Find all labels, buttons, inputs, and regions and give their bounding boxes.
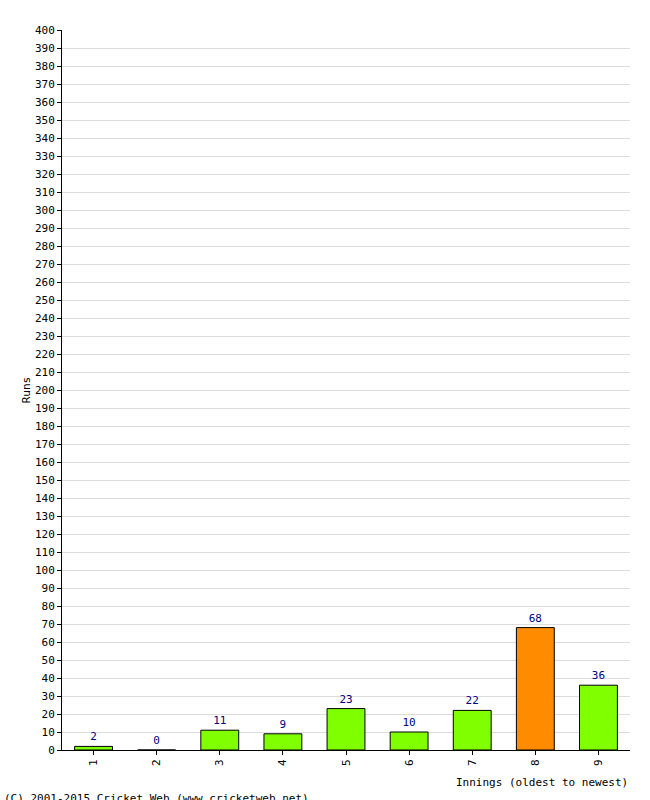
svg-text:370: 370 [35, 78, 55, 91]
svg-text:170: 170 [35, 438, 55, 451]
svg-text:280: 280 [35, 240, 55, 253]
svg-text:5: 5 [340, 759, 353, 766]
svg-text:270: 270 [35, 258, 55, 271]
svg-text:(C) 2001-2015 Cricket Web (www: (C) 2001-2015 Cricket Web (www.cricketwe… [4, 792, 309, 800]
svg-text:9: 9 [592, 759, 605, 766]
svg-text:8: 8 [529, 759, 542, 766]
svg-text:110: 110 [35, 546, 55, 559]
svg-text:130: 130 [35, 510, 55, 523]
svg-text:380: 380 [35, 60, 55, 73]
svg-text:Runs: Runs [20, 377, 33, 404]
svg-text:240: 240 [35, 312, 55, 325]
svg-text:90: 90 [42, 582, 55, 595]
svg-text:3: 3 [213, 759, 226, 766]
svg-text:400: 400 [35, 24, 55, 37]
svg-text:10: 10 [402, 716, 415, 729]
svg-text:300: 300 [35, 204, 55, 217]
svg-text:320: 320 [35, 168, 55, 181]
svg-text:160: 160 [35, 456, 55, 469]
svg-text:20: 20 [42, 708, 55, 721]
svg-text:7: 7 [466, 759, 479, 766]
svg-text:120: 120 [35, 528, 55, 541]
svg-text:190: 190 [35, 402, 55, 415]
svg-text:150: 150 [35, 474, 55, 487]
svg-text:310: 310 [35, 186, 55, 199]
svg-text:30: 30 [42, 690, 55, 703]
svg-text:0: 0 [153, 734, 160, 747]
svg-text:250: 250 [35, 294, 55, 307]
svg-text:140: 140 [35, 492, 55, 505]
svg-text:Innings (oldest to newest): Innings (oldest to newest) [456, 776, 628, 789]
svg-text:2: 2 [90, 730, 97, 743]
svg-text:360: 360 [35, 96, 55, 109]
svg-text:0: 0 [48, 744, 55, 757]
svg-text:70: 70 [42, 618, 55, 631]
svg-text:2: 2 [150, 759, 163, 766]
svg-text:22: 22 [466, 694, 479, 707]
svg-text:210: 210 [35, 366, 55, 379]
svg-text:180: 180 [35, 420, 55, 433]
svg-text:6: 6 [403, 759, 416, 766]
svg-text:68: 68 [529, 612, 542, 625]
svg-text:260: 260 [35, 276, 55, 289]
svg-text:4: 4 [276, 759, 289, 766]
svg-text:340: 340 [35, 132, 55, 145]
svg-text:220: 220 [35, 348, 55, 361]
svg-text:290: 290 [35, 222, 55, 235]
svg-text:200: 200 [35, 384, 55, 397]
svg-text:60: 60 [42, 636, 55, 649]
svg-text:50: 50 [42, 654, 55, 667]
svg-text:9: 9 [280, 718, 287, 731]
svg-text:80: 80 [42, 600, 55, 613]
svg-text:330: 330 [35, 150, 55, 163]
svg-text:10: 10 [42, 726, 55, 739]
svg-text:350: 350 [35, 114, 55, 127]
svg-text:390: 390 [35, 42, 55, 55]
svg-text:1: 1 [87, 759, 100, 766]
svg-text:36: 36 [592, 669, 605, 682]
svg-text:40: 40 [42, 672, 55, 685]
svg-text:230: 230 [35, 330, 55, 343]
svg-text:23: 23 [339, 693, 352, 706]
svg-text:11: 11 [213, 714, 226, 727]
svg-text:100: 100 [35, 564, 55, 577]
